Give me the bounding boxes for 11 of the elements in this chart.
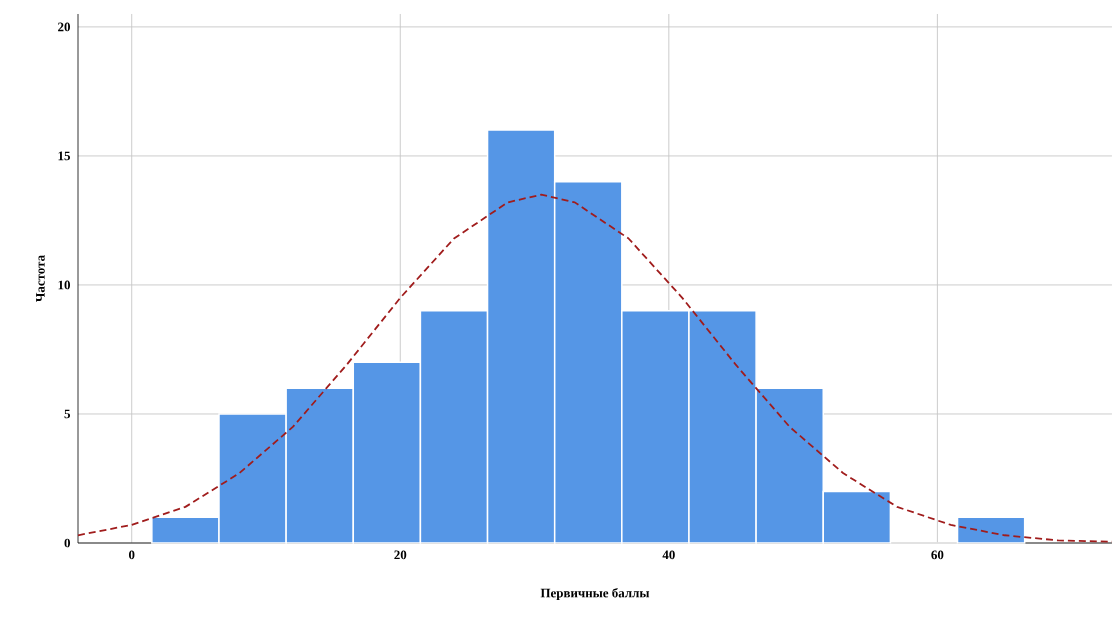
y-tick-label: 20 [58,22,70,32]
y-tick-label: 0 [64,538,70,548]
x-axis-title: Первичные баллы [540,588,650,601]
x-tick-label: 60 [931,550,944,560]
x-tick-label: 0 [128,550,135,560]
y-tick-label: 15 [58,151,71,161]
y-tick-label: 10 [58,280,70,290]
x-tick-label: 20 [394,550,407,560]
x-tick-label: 40 [662,550,675,560]
y-tick-label: 5 [64,409,71,419]
y-axis-title: Частота [36,255,45,302]
